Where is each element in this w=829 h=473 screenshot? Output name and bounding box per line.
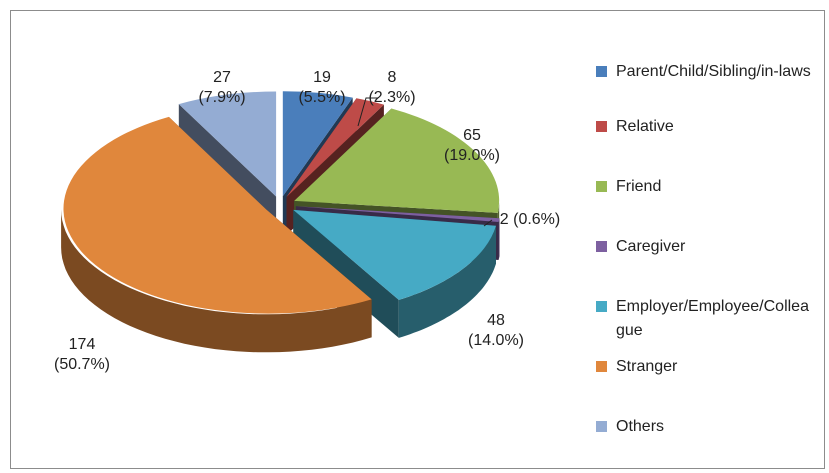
legend-item: Relative [596,115,816,139]
legend-item: Employer/Employee/Colleague [596,295,816,343]
data-label: 65 (19.0%) [443,127,501,164]
legend-item: Stranger [596,355,816,379]
legend-swatch [596,301,607,312]
slice [295,206,500,222]
slice-side [398,225,496,338]
slice [282,91,353,197]
legend-swatch [596,241,607,252]
data-label: 19 (5.5%) [298,69,346,106]
legend-swatch [596,421,607,432]
slice [293,209,496,300]
data-label: 48 (14.0%) [467,312,525,349]
legend-item: Others [596,415,816,439]
slice [294,108,500,213]
legend-label: Others [616,418,665,435]
slice [178,91,277,197]
leader-line [483,219,493,227]
legend-swatch [596,181,607,192]
slice-side [61,209,372,353]
data-label: 27 (7.9%) [198,69,246,106]
legend-label: Caregiver [616,238,686,255]
legend-label: Friend [616,178,662,195]
legend-label: Employer/Employee/Colleague [616,298,809,339]
leader-line [357,97,378,127]
data-label: 2 (0.6%) [499,211,561,228]
legend-item: Caregiver [596,235,816,259]
slice-side [498,218,500,260]
data-label: 174 (50.7%) [53,336,111,373]
chart-frame [10,10,825,469]
legend-label: Relative [616,118,674,135]
legend-swatch [596,361,607,372]
legend-swatch [596,66,607,77]
slice-side [293,209,399,338]
slice [286,98,384,197]
slice [63,116,372,314]
legend-item: Friend [596,175,816,199]
legend-label: Parent/Child/Sibling/in-laws [616,63,811,80]
legend-label: Stranger [616,358,678,375]
legend-item: Parent/Child/Sibling/in-laws [596,60,816,84]
legend-swatch [596,121,607,132]
data-label: 8 (2.3%) [368,69,416,106]
